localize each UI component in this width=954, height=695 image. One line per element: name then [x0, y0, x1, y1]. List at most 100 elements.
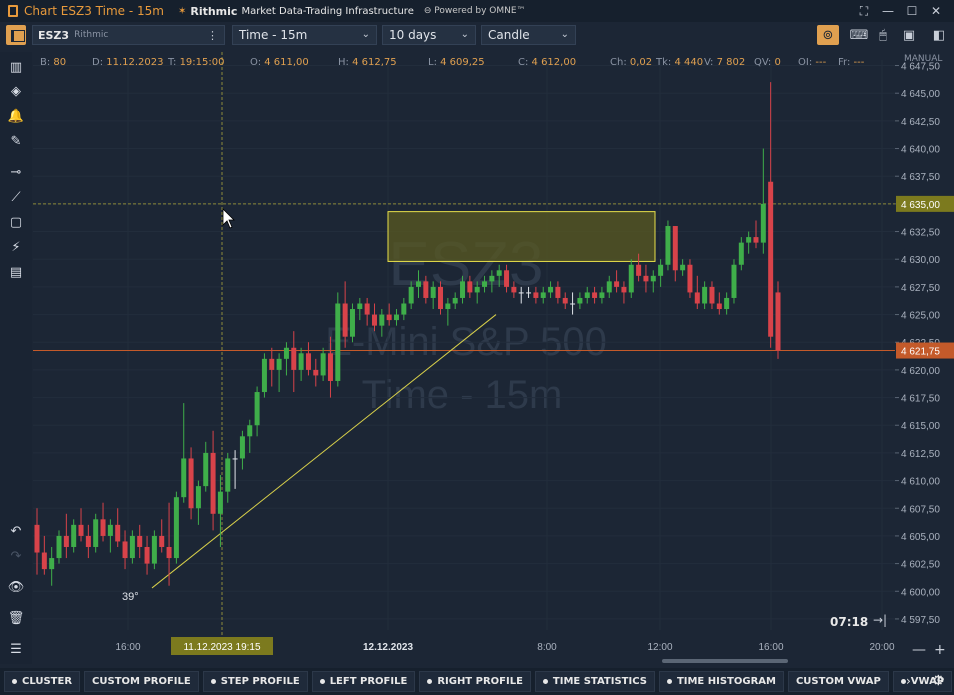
tab-custom-vwap[interactable]: CUSTOM VWAP	[787, 671, 889, 692]
range-dropdown[interactable]: 10 days ⌄	[382, 25, 476, 45]
timeframe-dropdown[interactable]: Time - 15m ⌄	[232, 25, 377, 45]
tab-time-histogram[interactable]: TIME HISTOGRAM	[658, 671, 784, 692]
candle-body	[173, 497, 179, 559]
maximize-icon[interactable]: ☐	[906, 4, 918, 18]
templates-button[interactable]: ▣	[898, 25, 920, 45]
tab-custom-profile[interactable]: CUSTOM PROFILE	[84, 671, 199, 692]
candle-body	[298, 353, 304, 370]
tab-time-statistics[interactable]: TIME STATISTICS	[534, 671, 655, 692]
minimize-icon[interactable]: —	[882, 4, 894, 18]
info-value: 80	[53, 56, 67, 68]
undo-icon[interactable]: ↶	[10, 523, 22, 539]
candle-body	[71, 524, 77, 547]
price-tick-label: 4 597,50	[901, 615, 940, 626]
candle-body	[239, 436, 245, 459]
info-value: 4 440	[674, 56, 704, 68]
scroll-to-end-icon[interactable]: →|	[873, 613, 888, 627]
tab-vwap[interactable]: VWAP	[892, 671, 953, 692]
ohlc-info-bar: B: 80 D: 11.12.2023 T: 19:15:00 O: 4 611,00…	[32, 52, 878, 72]
zoom-out-icon[interactable]: —	[912, 642, 926, 658]
candle-body	[489, 275, 495, 282]
candle-body	[423, 281, 429, 298]
indicators-icon[interactable]: ▥	[9, 59, 23, 75]
price-chart[interactable]: ESZ3 E-Mini S&P 500 Time - 15m 39° 4 647…	[0, 0, 954, 668]
info-value: ---	[815, 56, 827, 68]
tab-right-profile[interactable]: RIGHT PROFILE	[419, 671, 531, 692]
ruler-icon[interactable]: ▤	[9, 264, 23, 280]
zoom-in-icon[interactable]: +	[934, 642, 946, 658]
candle-body	[658, 264, 664, 276]
info-item: OI: ---	[798, 57, 838, 68]
gear-icon[interactable]: ⚙	[932, 673, 945, 689]
candle-body	[181, 458, 187, 498]
horizontal-line-icon[interactable]: ⊸	[10, 164, 22, 180]
candle-body	[78, 524, 84, 536]
candle-body	[283, 347, 289, 359]
trend-line-icon[interactable]: ⟋	[11, 189, 21, 205]
chart-type-dropdown[interactable]: Candle ⌄	[481, 25, 576, 45]
tabs-scroll-right-icon[interactable]: ›	[906, 674, 911, 688]
list-icon[interactable]: ☰	[10, 641, 22, 657]
info-item: O: 4 611,00	[250, 57, 338, 68]
candle-body	[63, 535, 69, 547]
rectangle-icon[interactable]: ▢	[9, 214, 23, 230]
keyboard-button[interactable]: ⌨	[848, 25, 870, 45]
mouse-button[interactable]: 🖱	[872, 25, 894, 45]
fibonacci-icon[interactable]: ⚡	[11, 239, 21, 255]
candle-body	[760, 203, 766, 243]
price-tick-label: 4 610,00	[901, 477, 940, 488]
redo-icon[interactable]: ↷	[10, 548, 22, 564]
candle-body	[621, 286, 627, 293]
symbol-name: ESZ3	[38, 28, 70, 42]
candle-body	[195, 486, 201, 509]
tab-cluster[interactable]: CLUSTER	[4, 671, 81, 692]
symbol-selector[interactable]: ESZ3 Rithmic ⋮	[32, 25, 225, 45]
candle-body	[636, 264, 642, 276]
candle-body	[716, 303, 722, 310]
candle-body	[85, 535, 91, 547]
tab-label: CUSTOM PROFILE	[92, 676, 191, 687]
tab-dot-icon	[210, 679, 216, 684]
candle-body	[313, 369, 319, 376]
candle-body	[159, 535, 165, 547]
tab-label: CLUSTER	[22, 676, 73, 687]
tab-label: VWAP	[910, 676, 945, 687]
candle-body	[738, 242, 744, 265]
candle-body	[49, 558, 55, 570]
chart-scrollbar[interactable]	[662, 659, 788, 663]
tab-left-profile[interactable]: LEFT PROFILE	[311, 671, 416, 692]
candle-body	[775, 292, 781, 351]
info-item: L: 4 609,25	[428, 57, 518, 68]
right-panel-button[interactable]: ◧	[928, 25, 950, 45]
candle-body	[702, 286, 708, 304]
candle-body	[768, 181, 774, 337]
bell-icon[interactable]: 🔔	[7, 108, 25, 124]
candle-body	[709, 286, 715, 304]
candle-body	[269, 358, 275, 370]
price-tick-label: 4 632,50	[901, 228, 940, 239]
panel-toggle-button[interactable]	[6, 25, 26, 45]
pencil-icon[interactable]: ✎	[10, 133, 22, 149]
candle-body	[452, 297, 458, 304]
info-label: V:	[704, 56, 717, 68]
fullscreen-icon[interactable]: ⛶	[859, 3, 869, 18]
candle-body	[540, 292, 546, 298]
price-tick-label: 4 600,00	[901, 587, 940, 598]
eye-icon[interactable]: 👁	[7, 579, 25, 595]
more-icon[interactable]: ⋮	[207, 28, 218, 42]
candle-body	[261, 358, 267, 393]
app-icon	[8, 5, 18, 17]
close-icon[interactable]: ✕	[930, 4, 942, 18]
alert-icon: ⊚	[822, 27, 834, 43]
time-tick-label: 8:00	[537, 642, 557, 653]
alerts-button[interactable]: ⊚	[817, 25, 839, 45]
layers-icon[interactable]: ◈	[11, 83, 21, 99]
candle-body	[364, 303, 370, 315]
info-value: 0	[774, 56, 781, 68]
info-item: B: 80	[32, 57, 92, 68]
tab-step-profile[interactable]: STEP PROFILE	[202, 671, 308, 692]
trash-icon[interactable]: 🗑	[7, 610, 25, 626]
tab-label: CUSTOM VWAP	[795, 676, 881, 687]
omne-logo-icon: ⊖	[423, 6, 435, 16]
candle-body	[349, 309, 355, 337]
